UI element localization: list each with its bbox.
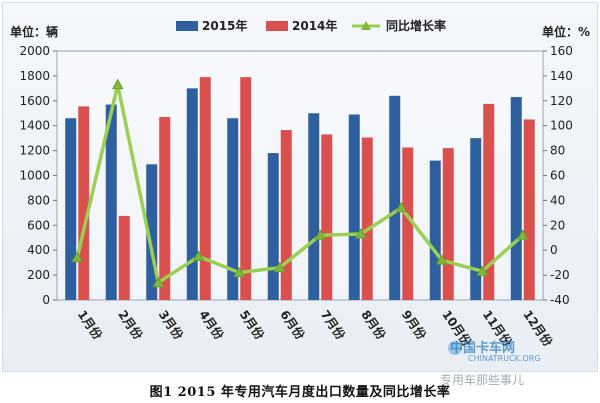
- left-axis-tick-label: 600: [27, 218, 50, 232]
- bar-2015: [470, 138, 482, 300]
- bar-2014: [442, 148, 454, 300]
- right-axis-tick-label: 80: [550, 144, 565, 158]
- watermark-site-url: CHINATRUCK.ORG: [468, 354, 541, 363]
- growth-rate-line: [75, 82, 524, 285]
- legend-label: 同比增长率: [386, 18, 446, 33]
- growth-rate-marker: [314, 229, 327, 240]
- bar-2015: [105, 104, 117, 300]
- x-axis-tick-label: 7月份: [318, 307, 349, 343]
- bar-2015: [146, 164, 158, 300]
- x-axis-tick-label: 4月份: [196, 307, 227, 343]
- x-axis-tick-label: 8月份: [358, 307, 389, 343]
- legend-marker: [361, 21, 371, 30]
- watermark-account: 专用车那些事儿: [440, 373, 525, 387]
- x-axis-tick-label: 12月份: [520, 307, 556, 350]
- figure-caption: 图1 2015 年专用汽车月度出口数量及同比增长率: [149, 385, 451, 400]
- left-axis-tick-label: 1400: [19, 119, 50, 133]
- growth-rate-marker: [273, 261, 286, 273]
- right-axis-tick-label: -40: [550, 293, 570, 307]
- growth-rate-marker: [435, 254, 448, 265]
- bar-2014: [402, 147, 414, 300]
- watermark-logo-icon: [448, 341, 462, 355]
- right-axis-tick-label: 160: [550, 44, 573, 58]
- bar-2014: [199, 77, 211, 301]
- right-axis-tick-label: 120: [550, 94, 573, 108]
- growth-rate-marker: [111, 78, 124, 90]
- x-axis-tick-label: 2月份: [115, 307, 146, 343]
- growth-rate-marker: [233, 266, 246, 278]
- left-axis-tick-label: 1800: [19, 69, 50, 83]
- left-axis-unit: 单位：辆: [10, 24, 58, 39]
- x-axis-tick-label: 6月份: [277, 307, 308, 343]
- bar-2015: [267, 153, 279, 300]
- legend-swatch: [266, 21, 288, 31]
- bar-2014: [240, 77, 252, 301]
- growth-rate-marker: [152, 276, 165, 288]
- left-axis-tick-label: 200: [27, 268, 50, 282]
- growth-rate-marker: [354, 227, 367, 239]
- right-axis-tick-label: 140: [550, 69, 573, 83]
- legend-swatch: [176, 21, 198, 31]
- growth-rate-marker: [516, 229, 529, 240]
- bar-2014: [78, 106, 90, 300]
- bar-2015: [308, 113, 320, 300]
- right-axis-tick-label: 20: [550, 218, 565, 232]
- growth-rate-marker: [476, 265, 489, 276]
- bar-2015: [510, 97, 522, 300]
- chart-panel: [2, 2, 598, 372]
- left-axis-tick-label: 1200: [19, 144, 50, 158]
- right-axis-tick-label: 40: [550, 193, 565, 207]
- watermark-site: 中国卡车网: [450, 341, 516, 356]
- x-axis-tick-label: 9月份: [399, 307, 430, 343]
- plot-area: [56, 50, 544, 301]
- bar-2015: [389, 95, 401, 300]
- legend-label: 2015年: [202, 18, 247, 33]
- x-axis-tick-label: 5月份: [237, 307, 268, 343]
- right-axis-tick-label: 60: [550, 169, 565, 183]
- bar-2015: [348, 114, 360, 301]
- growth-rate-marker: [395, 201, 408, 213]
- left-axis-tick-label: 1000: [19, 169, 50, 183]
- bar-2015: [186, 88, 198, 300]
- left-axis-tick-label: 800: [27, 193, 50, 207]
- bar-2015: [65, 118, 77, 300]
- bar-2014: [159, 116, 171, 300]
- bar-2014: [321, 134, 333, 300]
- legend-label: 2014年: [292, 18, 337, 33]
- bar-2015: [429, 160, 441, 300]
- bar-2014: [118, 215, 130, 300]
- bar-2014: [280, 130, 292, 300]
- left-axis-tick-label: 1600: [19, 94, 50, 108]
- right-axis-tick-label: 0: [550, 243, 558, 257]
- growth-rate-marker: [71, 251, 84, 263]
- right-axis-tick-label: -20: [550, 268, 570, 282]
- x-axis-tick-label: 1月份: [75, 307, 106, 343]
- left-axis-tick-label: 2000: [19, 44, 50, 58]
- growth-rate-marker: [192, 250, 205, 261]
- bar-2014: [483, 103, 495, 300]
- left-axis-tick-label: 0: [42, 293, 50, 307]
- right-axis-tick-label: 100: [550, 119, 573, 133]
- left-axis-tick-label: 400: [27, 243, 50, 257]
- right-axis-unit: 单位：%: [542, 24, 590, 39]
- bar-2015: [227, 118, 239, 300]
- bar-2014: [523, 119, 535, 300]
- x-axis-tick-label: 3月份: [156, 307, 187, 343]
- bar-2014: [361, 137, 373, 300]
